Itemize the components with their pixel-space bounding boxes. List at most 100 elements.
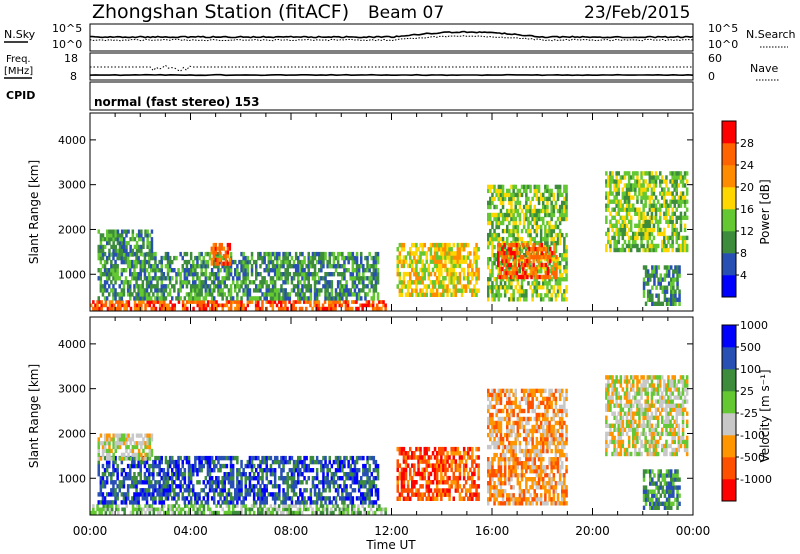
power-cell	[679, 203, 683, 208]
power-cell	[368, 276, 371, 281]
velocity-cell	[131, 463, 134, 469]
power-cell	[259, 306, 262, 311]
power-cell	[548, 289, 551, 294]
velocity-cell	[240, 500, 243, 505]
power-cell	[489, 236, 492, 242]
power-cell	[330, 264, 334, 269]
power-cell	[112, 288, 115, 293]
power-cell	[540, 250, 544, 256]
velocity-cell	[299, 488, 302, 493]
velocity-cell	[367, 504, 371, 508]
velocity-cell	[324, 459, 327, 465]
velocity-cell	[171, 476, 174, 481]
power-cell	[611, 207, 614, 212]
velocity-cell	[129, 448, 132, 453]
power-cell	[127, 241, 130, 246]
velocity-cell	[351, 455, 355, 461]
power-cell	[535, 232, 539, 238]
velocity-cell	[398, 475, 402, 481]
velocity-cell	[372, 500, 376, 505]
power-cell	[165, 303, 168, 308]
power-cell	[284, 272, 287, 277]
velocity-cell	[305, 463, 308, 469]
velocity-cell	[265, 484, 268, 489]
power-cell	[657, 301, 660, 306]
power-cell	[489, 257, 492, 262]
power-cell	[374, 255, 378, 261]
velocity-cell	[339, 496, 342, 501]
velocity-cell	[210, 484, 214, 489]
power-cell	[347, 268, 350, 273]
power-cell	[525, 200, 528, 206]
power-cell	[411, 267, 414, 273]
velocity-cell	[152, 459, 155, 465]
velocity-cell	[292, 504, 295, 508]
power-cell	[546, 196, 549, 202]
power-cell	[646, 235, 649, 241]
power-cell	[546, 258, 550, 264]
power-cell	[248, 296, 252, 301]
cpid-strip: CPID normal (fast stereo) 153	[6, 81, 694, 111]
power-cell	[542, 254, 546, 260]
power-cell	[438, 255, 441, 260]
power-cell	[120, 292, 124, 297]
power-cell	[491, 265, 494, 270]
power-cell	[524, 258, 527, 264]
power-cell	[181, 264, 184, 269]
power-cell	[544, 188, 547, 194]
power-cell	[638, 231, 641, 237]
power-cell	[167, 303, 170, 308]
power-cell	[214, 250, 217, 255]
power-cell	[372, 284, 376, 289]
velocity-cell	[248, 488, 252, 493]
power-cell	[183, 276, 187, 281]
power-cell	[542, 220, 545, 226]
velocity-cell	[112, 492, 115, 497]
velocity-cell	[101, 500, 105, 505]
power-cell	[135, 276, 138, 281]
power-cell	[542, 200, 545, 206]
velocity-cell	[133, 452, 137, 457]
velocity-cell	[305, 500, 308, 505]
power-cell	[123, 306, 126, 311]
velocity-cell	[187, 472, 191, 477]
velocity-cell	[103, 480, 107, 485]
velocity-cell	[353, 488, 357, 493]
power-cell	[548, 196, 551, 202]
power-cell	[503, 212, 507, 218]
power-cell	[607, 239, 610, 245]
velocity-cell	[148, 452, 152, 457]
power-cell	[334, 292, 338, 297]
power-cell	[512, 257, 515, 262]
power-cell	[491, 297, 494, 302]
velocity-cell	[236, 480, 239, 485]
velocity-cell	[351, 468, 355, 473]
power-cell	[442, 247, 445, 252]
power-cell	[454, 292, 458, 297]
velocity-cell	[400, 492, 404, 497]
velocity-cell	[146, 445, 149, 450]
power-cell	[650, 179, 654, 184]
power-cell	[332, 272, 336, 277]
power-cell	[672, 285, 675, 290]
power-cell	[674, 277, 677, 282]
power-cell	[336, 284, 340, 289]
power-cell	[565, 184, 568, 190]
power-cell	[152, 255, 155, 261]
power-cell	[250, 255, 254, 261]
velocity-cell	[288, 484, 292, 489]
velocity-cell	[284, 500, 287, 505]
power-cell	[615, 211, 618, 216]
power-cell	[475, 267, 478, 273]
power-cell	[638, 247, 641, 253]
power-cell	[446, 255, 449, 260]
power-cell	[558, 240, 562, 246]
power-cell	[489, 228, 492, 234]
power-cell	[609, 211, 612, 216]
power-cell	[168, 280, 172, 285]
velocity-cell	[97, 448, 100, 453]
power-cell	[150, 284, 153, 289]
power-cell	[303, 276, 306, 281]
power-cell	[518, 236, 522, 242]
power-cell	[503, 274, 506, 280]
